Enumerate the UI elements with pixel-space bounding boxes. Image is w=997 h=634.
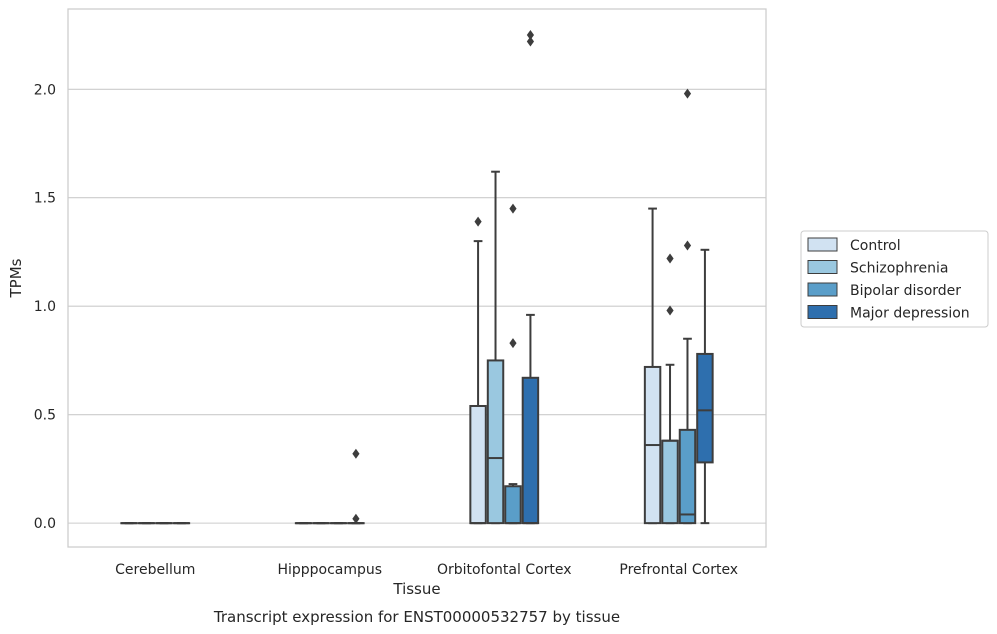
legend-label: Control (850, 238, 901, 254)
outlier-marker (666, 305, 674, 316)
outlier-marker (352, 448, 360, 459)
outlier-marker (509, 338, 517, 349)
y-tick-label: 0.5 (34, 408, 56, 424)
box-3-3 (696, 248, 714, 525)
outlier-marker (352, 513, 360, 524)
outlier-marker (474, 216, 482, 227)
box-body (486, 359, 505, 525)
x-tick-labels: Cerebellum Hipppocampus Orbitofontal Corte… (115, 562, 738, 578)
legend-swatch (807, 282, 838, 297)
legend-frame (800, 230, 989, 328)
y-tick-labels: 0.0 0.5 1.0 1.5 2.0 (34, 82, 56, 532)
x-tick-label: Hipppocampus (277, 562, 382, 578)
boxes (120, 30, 714, 525)
y-tick-label: 2.0 (34, 82, 56, 98)
x-tick-label: Prefrontal Cortex (619, 562, 738, 578)
x-tick-label: Cerebellum (115, 562, 195, 578)
box-2-1 (486, 170, 505, 525)
y-tick-label: 0.0 (34, 516, 56, 532)
box-3-2 (678, 88, 697, 525)
legend-label: Schizophrenia (850, 261, 948, 277)
box-2-3 (521, 30, 540, 525)
legend-label: Bipolar disorder (850, 283, 961, 299)
legend-swatch (807, 305, 838, 319)
legend: Control Schizophrenia Bipolar disorder Majo… (800, 230, 989, 328)
box-2-0 (469, 216, 487, 525)
outlier-marker (666, 253, 674, 264)
y-axis-label: TPMs (7, 258, 25, 298)
box-body (504, 485, 522, 525)
box-body (696, 352, 714, 464)
box-body (678, 428, 697, 525)
outlier-marker (526, 36, 535, 47)
x-tick-label: Orbitofontal Cortex (437, 562, 572, 578)
box-body (469, 404, 487, 525)
box-body (521, 376, 540, 525)
outlier-marker (683, 240, 692, 251)
y-tick-label: 1.0 (34, 299, 56, 315)
legend-swatch (807, 237, 838, 252)
y-tick-label: 1.5 (34, 191, 56, 207)
box-3-0 (643, 207, 662, 525)
legend-label: Major depression (850, 306, 970, 322)
outlier-marker (526, 30, 535, 41)
chart-caption: Transcript expression for ENST0000053275… (213, 608, 620, 626)
box-body (661, 439, 679, 525)
plot-frame (67, 8, 767, 548)
outlier-marker (509, 203, 517, 214)
x-axis-label: Tissue (392, 580, 440, 598)
box-2-2 (504, 203, 522, 525)
box-3-1 (661, 253, 679, 525)
outlier-marker (683, 88, 692, 99)
legend-swatch (807, 260, 838, 274)
box-1-3 (347, 448, 365, 525)
